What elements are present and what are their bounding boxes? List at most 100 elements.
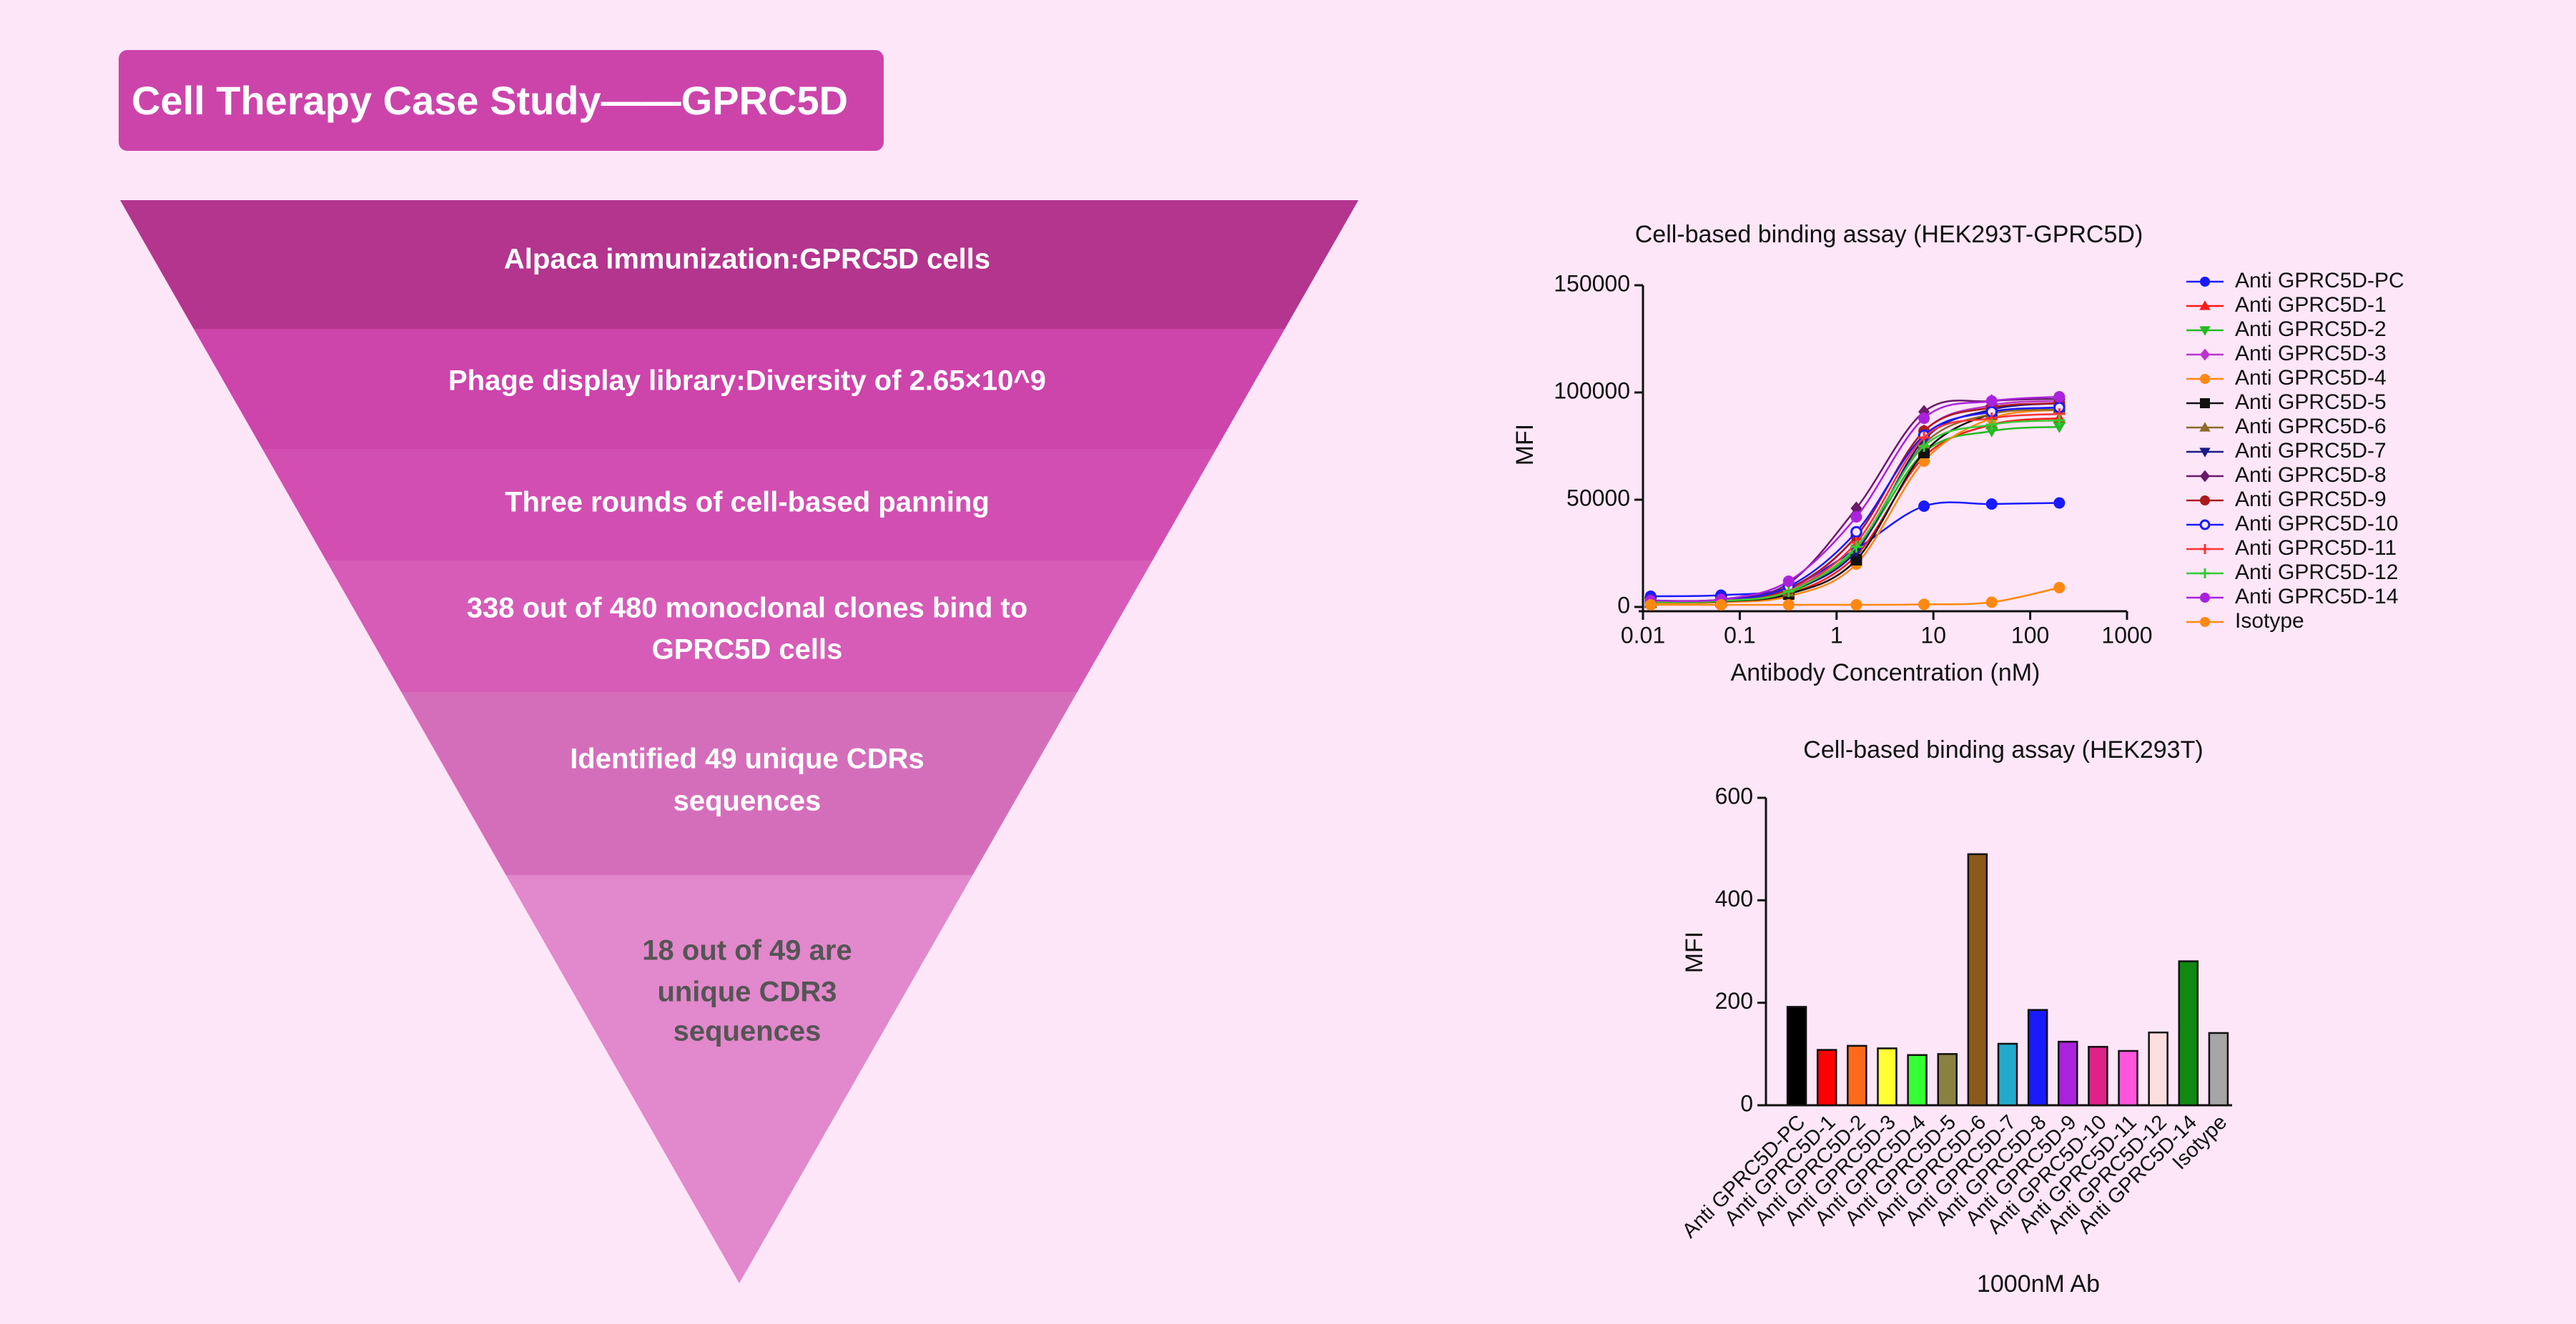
binding-curve-point (1918, 598, 1930, 611)
legend-swatch-marker (2200, 568, 2210, 578)
binding-chart-y-tick-label: 150000 (1554, 270, 1630, 296)
binding-chart-y-tick-label: 100000 (1554, 377, 1630, 403)
binding-curve-point (1782, 575, 1795, 587)
binding-curve-point (1985, 426, 1998, 438)
bar (1937, 1053, 1958, 1107)
binding-curve-point (1918, 500, 1930, 512)
binding-curve-point (1985, 395, 1998, 407)
binding-curve-point (1985, 419, 1998, 430)
funnel-step-text: GPRC5D cells (652, 634, 843, 666)
binding-curve-point (1985, 596, 1998, 608)
bar (1847, 1044, 1867, 1107)
bar (1786, 1006, 1807, 1107)
legend-entry-label: Anti GPRC5D-7 (2235, 439, 2387, 463)
legend-swatch-marker (2200, 470, 2210, 483)
bar (2058, 1040, 2078, 1107)
bar (1907, 1054, 1928, 1107)
legend-entry-label: Anti GPRC5D-8 (2235, 463, 2387, 487)
binding-chart-y-tick-label: 50000 (1566, 485, 1630, 510)
bar (1997, 1042, 2018, 1107)
bar-chart-y-tick-label: 200 (1715, 988, 1753, 1014)
funnel-step-text: 338 out of 480 monoclonal clones bind to (467, 593, 1028, 624)
binding-curve-point (1850, 541, 1862, 553)
binding-chart-x-tick-label: 1 (1830, 622, 1843, 648)
legend-entry-label: Anti GPRC5D-12 (2235, 560, 2398, 584)
binding-curve-point (1850, 525, 1862, 538)
funnel-step-text: 18 out of 49 are (642, 935, 852, 967)
funnel-step-text: Identified 49 unique CDRs (570, 743, 924, 775)
funnel-step-text: Three rounds of cell-based panning (505, 487, 990, 518)
funnel-step-text: sequences (673, 786, 821, 817)
legend-entry-label: Anti GPRC5D-14 (2235, 585, 2398, 608)
binding-chart-x-tick-label: 0.01 (1621, 622, 1665, 648)
bar (1967, 853, 1988, 1107)
bar (2027, 1009, 2048, 1107)
binding-curve-point (2053, 582, 2066, 593)
binding-chart-y-tick-label: 0 (1617, 592, 1630, 618)
funnel-step-1 (120, 200, 1358, 329)
binding-chart-x-tick-label: 10 (1920, 622, 1946, 648)
legend-entry-label: Anti GPRC5D-9 (2235, 488, 2387, 511)
legend-entry-label: Anti GPRC5D-10 (2235, 512, 2398, 535)
funnel-step-5 (401, 692, 1077, 875)
funnel-step-text: Alpaca immunization:GPRC5D cells (504, 244, 990, 275)
legend-swatch-marker (2200, 348, 2210, 361)
bar-chart-y-tick-label: 600 (1715, 783, 1753, 809)
binding-curve-point (1782, 586, 1795, 598)
binding-curve-point (2053, 422, 2066, 433)
legend-swatch-marker (2200, 374, 2210, 384)
legend-entry-label: Anti GPRC5D-4 (2235, 366, 2387, 390)
bar (1877, 1047, 1898, 1107)
binding-curve-point (1850, 599, 1862, 611)
bar-chart-title: Cell-based binding assay (HEK293T) (1803, 736, 2203, 764)
binding-chart-x-tick-label: 1000 (2101, 622, 2152, 648)
bar (2118, 1049, 2138, 1107)
legend-swatch-marker (2199, 422, 2211, 432)
binding-chart-x-tick-label: 100 (2011, 622, 2049, 648)
bar (2088, 1046, 2108, 1107)
binding-curve-point (1715, 599, 1727, 611)
binding-chart-x-tick-label: 0.1 (1724, 622, 1755, 648)
binding-curve-point (1918, 440, 1930, 452)
binding-curve-point (2053, 391, 2066, 402)
bar-chart-ylabel: MFI (1681, 932, 1708, 974)
funnel-step-6 (505, 875, 973, 1283)
funnel-step-3 (262, 449, 1217, 560)
legend-entry-label: Isotype (2235, 609, 2304, 633)
binding-curve-point (2053, 497, 2066, 509)
binding-curve-point (1644, 599, 1657, 611)
bar-chart-y-tick-label: 0 (1740, 1090, 1753, 1116)
binding-curve-point (1850, 554, 1862, 565)
legend-entry-label: Anti GPRC5D-5 (2235, 390, 2387, 414)
page-title: Cell Therapy Case Study——GPRC5D (132, 78, 849, 123)
binding-curve-point (1850, 511, 1862, 523)
legend-swatch-marker (2200, 277, 2210, 287)
binding-curve-point (2053, 415, 2066, 426)
binding-chart-xlabel: Antibody Concentration (nM) (1731, 659, 2040, 686)
binding-chart-title: Cell-based binding assay (HEK293T-GPRC5D… (1635, 221, 2143, 248)
legend-swatch-marker (2200, 617, 2210, 627)
legend-swatch-marker (2200, 495, 2210, 505)
legend-swatch-marker (2199, 300, 2211, 310)
funnel-step-text: sequences (673, 1016, 821, 1047)
binding-curve-point (1850, 501, 1862, 515)
legend-swatch-marker (2200, 398, 2210, 408)
bar (1816, 1049, 1837, 1107)
bar (2208, 1032, 2229, 1107)
legend-entry-label: Anti GPRC5D-3 (2235, 342, 2387, 365)
funnel-step-4 (326, 560, 1153, 692)
page-title-banner: Cell Therapy Case Study——GPRC5D (119, 50, 884, 151)
binding-curve-point (1918, 412, 1930, 424)
funnel-step-2 (193, 329, 1285, 449)
legend-swatch-marker (2199, 326, 2211, 336)
legend-swatch-marker (2199, 448, 2211, 458)
legend-entry-label: Anti GPRC5D-PC (2235, 269, 2404, 292)
legend-entry-label: Anti GPRC5D-11 (2235, 536, 2397, 560)
binding-chart-ylabel: MFI (1511, 424, 1539, 466)
bar (2178, 960, 2199, 1107)
funnel-step-text: unique CDR3 (657, 977, 837, 1008)
bar (2148, 1031, 2168, 1107)
